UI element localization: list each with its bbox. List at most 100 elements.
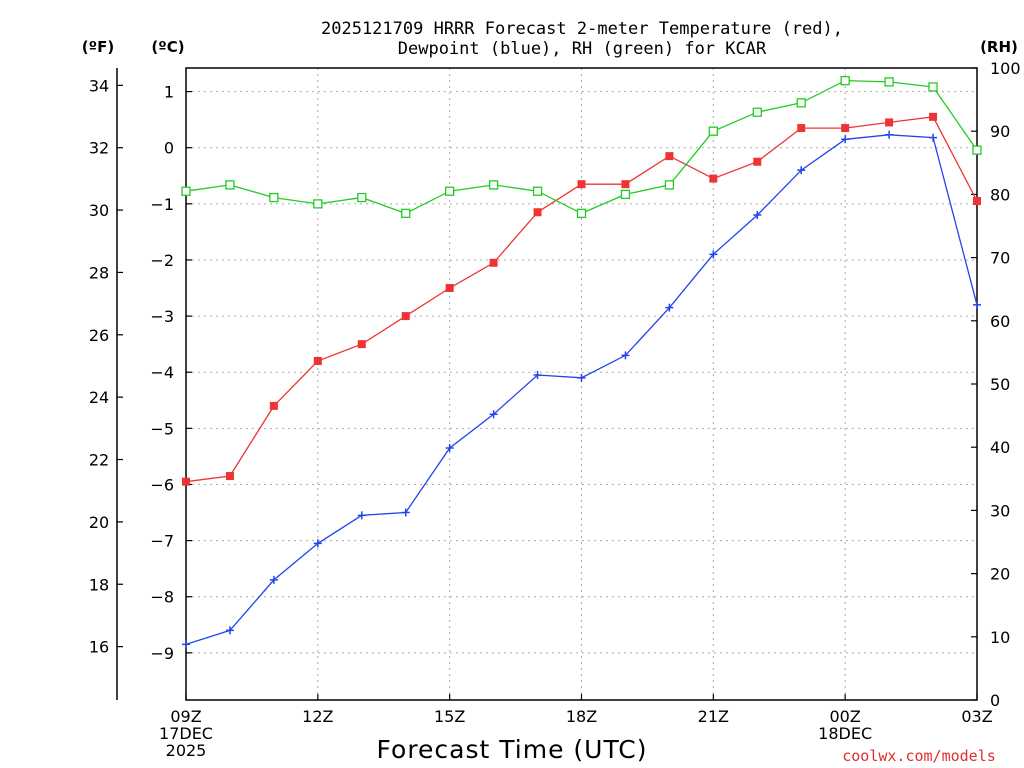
rh-point bbox=[928, 82, 938, 92]
fahrenheit-tick-label: 18 bbox=[89, 575, 109, 594]
fahrenheit-tick-label: 32 bbox=[89, 139, 109, 158]
fahrenheit-unit-label: (ºF) bbox=[82, 38, 114, 56]
rh-unit-label: (RH) bbox=[980, 38, 1018, 56]
dewpoint-point bbox=[709, 250, 718, 259]
temperature-point bbox=[401, 312, 410, 321]
fahrenheit-tick-label: 22 bbox=[89, 451, 109, 470]
rh-point bbox=[488, 180, 499, 190]
plot-frame bbox=[185, 67, 978, 701]
dewpoint-point bbox=[841, 135, 850, 144]
dewpoint-point bbox=[225, 626, 234, 635]
temperature-point bbox=[841, 124, 850, 133]
tick-labels: 10−1−2−3−4−5−6−7−8−934323028262422201816… bbox=[89, 59, 1021, 760]
celsius-tick-label: 0 bbox=[164, 139, 174, 158]
x-tick-label: 09Z bbox=[170, 707, 201, 726]
temperature-point bbox=[973, 197, 981, 206]
temperature-point bbox=[269, 401, 278, 410]
x-tick-label: 00Z bbox=[830, 707, 861, 726]
rh-point bbox=[884, 77, 894, 87]
rh-tick-label: 70 bbox=[990, 249, 1010, 268]
celsius-tick-label: −3 bbox=[150, 307, 174, 326]
rh-tick-label: 0 bbox=[990, 691, 1000, 710]
temperature-point bbox=[489, 258, 498, 267]
grid-lines bbox=[186, 68, 977, 700]
dewpoint-point bbox=[621, 351, 630, 360]
fahrenheit-tick-label: 24 bbox=[89, 388, 109, 407]
credit-link[interactable]: coolwx.com/models bbox=[842, 747, 996, 765]
dewpoint-point bbox=[973, 300, 981, 309]
x-tick-label: 2025 bbox=[166, 741, 207, 760]
dewpoint-point bbox=[665, 303, 674, 312]
dewpoint-point bbox=[797, 166, 806, 175]
rh-point bbox=[532, 186, 543, 196]
rh-tick-label: 80 bbox=[990, 185, 1010, 204]
fahrenheit-tick-label: 34 bbox=[89, 76, 109, 95]
rh-point bbox=[664, 180, 675, 190]
chart-title-line2: Dewpoint (blue), RH (green) for KCAR bbox=[398, 39, 767, 59]
dewpoint-point bbox=[533, 371, 542, 380]
rh-tick-label: 30 bbox=[990, 501, 1010, 520]
rh-tick-label: 20 bbox=[990, 565, 1010, 584]
celsius-tick-label: 1 bbox=[164, 83, 174, 102]
temperature-point bbox=[709, 174, 718, 183]
temperature-point bbox=[797, 124, 806, 133]
rh-tick-label: 90 bbox=[990, 122, 1010, 141]
temperature-point bbox=[621, 180, 630, 189]
chart-title-line1: 2025121709 HRRR Forecast 2-meter Tempera… bbox=[321, 19, 843, 39]
x-axis-title: Forecast Time (UTC) bbox=[377, 735, 648, 764]
temperature-point bbox=[445, 284, 454, 293]
celsius-tick-label: −2 bbox=[150, 251, 174, 270]
temperature-point bbox=[225, 472, 234, 481]
rh-tick-label: 10 bbox=[990, 628, 1010, 647]
temperature-point bbox=[753, 157, 762, 166]
celsius-tick-label: −1 bbox=[150, 195, 174, 214]
rh-point bbox=[401, 208, 411, 219]
dewpoint-point bbox=[885, 130, 894, 139]
dewpoint-point bbox=[445, 443, 454, 452]
celsius-tick-label: −6 bbox=[150, 475, 174, 494]
rh-point bbox=[181, 186, 191, 196]
rh-tick-label: 100 bbox=[990, 59, 1021, 78]
x-tick-label: 21Z bbox=[698, 707, 729, 726]
temperature-point bbox=[577, 180, 586, 189]
rh-point bbox=[796, 98, 806, 108]
rh-point bbox=[313, 199, 323, 209]
x-tick-label: 18Z bbox=[566, 707, 597, 726]
rh-tick-label: 40 bbox=[990, 438, 1010, 457]
celsius-tick-label: −7 bbox=[150, 532, 174, 551]
rh-point bbox=[708, 126, 718, 136]
fahrenheit-tick-label: 20 bbox=[89, 513, 109, 532]
dewpoint-point bbox=[313, 539, 322, 548]
rh-point bbox=[445, 186, 455, 196]
rh-tick-label: 50 bbox=[990, 375, 1010, 394]
temperature-point bbox=[929, 112, 938, 121]
x-tick-label: 17DEC bbox=[159, 724, 213, 743]
temperature-point bbox=[665, 152, 674, 161]
rh-point bbox=[752, 107, 762, 117]
dewpoint-point bbox=[753, 211, 762, 220]
rh-point bbox=[972, 145, 982, 155]
series-lines bbox=[181, 75, 982, 649]
rh-point bbox=[269, 192, 279, 203]
temperature-point bbox=[313, 356, 322, 365]
dewpoint-point bbox=[269, 575, 278, 584]
celsius-tick-label: −9 bbox=[150, 644, 174, 663]
fahrenheit-tick-label: 16 bbox=[89, 638, 109, 657]
dewpoint-point bbox=[401, 508, 410, 517]
fahrenheit-tick-label: 28 bbox=[89, 263, 109, 282]
dewpoint-point bbox=[577, 373, 586, 382]
celsius-unit-label: (ºC) bbox=[151, 38, 184, 56]
rh-point bbox=[576, 208, 587, 219]
dewpoint-point bbox=[182, 640, 190, 649]
rh-point bbox=[840, 75, 850, 86]
x-tick-label: 03Z bbox=[961, 707, 992, 726]
temperature-point bbox=[357, 340, 366, 349]
x-tick-label: 12Z bbox=[302, 707, 333, 726]
fahrenheit-tick-label: 26 bbox=[89, 326, 109, 345]
temperature-point bbox=[885, 118, 894, 127]
temperature-point bbox=[182, 477, 190, 486]
rh-point bbox=[357, 192, 367, 203]
dewpoint-point bbox=[929, 133, 938, 142]
x-tick-label: 18DEC bbox=[818, 724, 872, 743]
